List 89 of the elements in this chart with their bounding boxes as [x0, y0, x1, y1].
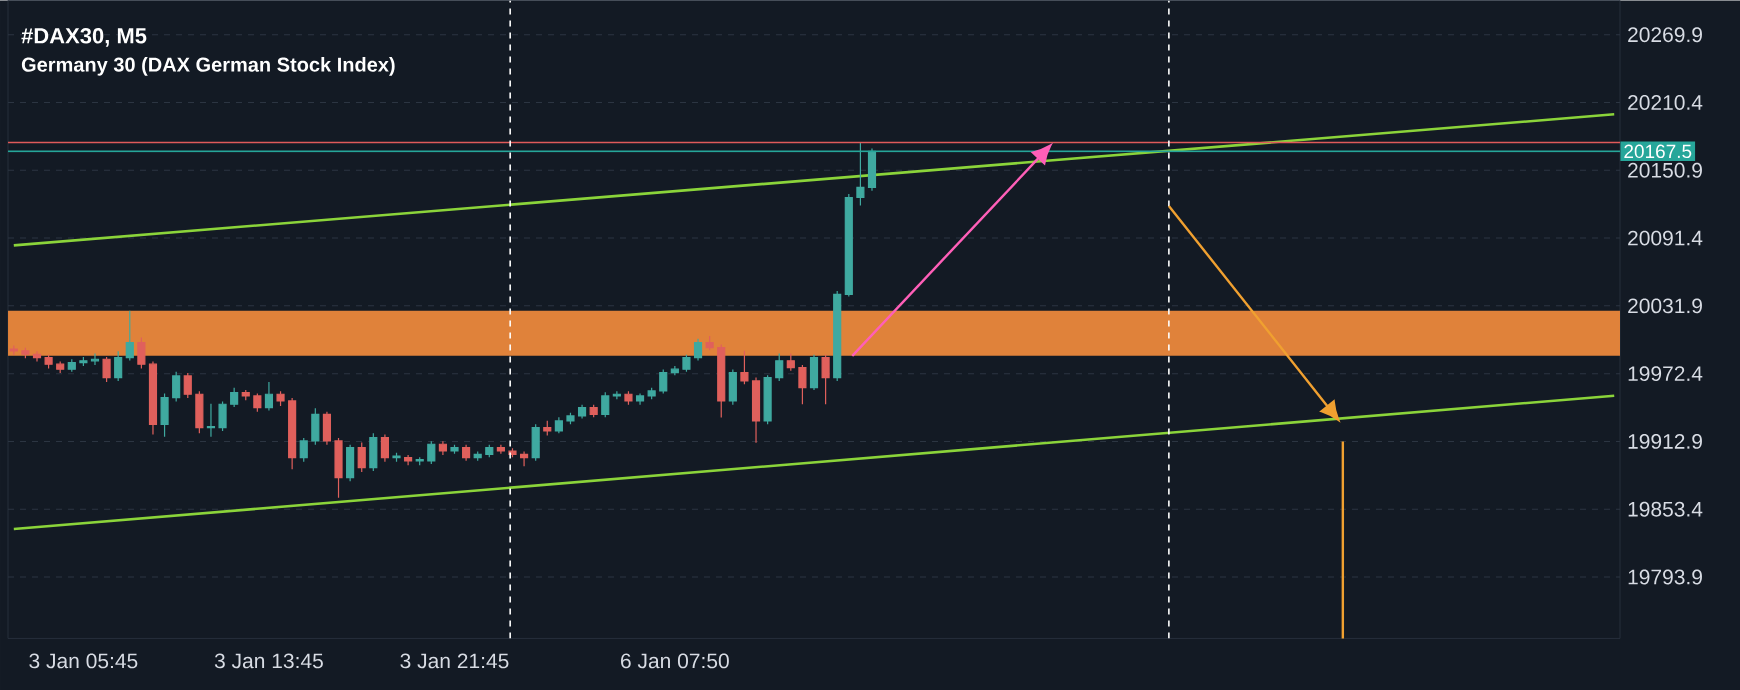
candlestick: [102, 356, 111, 383]
y-tick-label: 20150.9: [1628, 162, 1702, 178]
candlestick: [833, 290, 842, 382]
candlestick: [322, 410, 332, 446]
candlestick: [160, 392, 169, 438]
x-tick-label: 3 Jan 05:45: [29, 653, 138, 669]
candlestick: [172, 371, 181, 402]
candlestick: [543, 420, 552, 437]
candlestick: [438, 440, 447, 456]
x-tick-label: 3 Jan 21:45: [400, 653, 509, 669]
y-tick-label: 20269.9: [1628, 27, 1702, 42]
text: #DAX30, M5: [21, 27, 147, 47]
candlestick: [125, 310, 134, 361]
candlestick: [763, 374, 772, 425]
candlestick: [334, 437, 343, 499]
candlestick: [659, 368, 668, 394]
candlestick: [462, 443, 471, 462]
candlestick: [693, 337, 703, 361]
candlestick: [728, 368, 737, 406]
candlestick: [531, 423, 540, 462]
candlestick: [496, 443, 505, 455]
candlestick: [90, 352, 100, 366]
candlestick: [230, 386, 239, 408]
candlestick: [809, 353, 819, 391]
x-tick-label: 3 Jan 13:45: [214, 653, 323, 669]
ref-line-label: 20167.5: [1624, 144, 1692, 158]
candlestick: [717, 343, 726, 419]
candlestick: [299, 437, 308, 463]
candlestick: [288, 397, 297, 470]
candlestick: [56, 360, 65, 374]
candlestick: [67, 358, 76, 373]
candlestick: [206, 402, 216, 438]
candlestick: [647, 386, 656, 400]
candlestick: [450, 443, 459, 455]
y-tick-label: 19793.9: [1628, 569, 1702, 585]
candlestick: [751, 376, 761, 444]
candlestick: [380, 433, 389, 463]
candlestick: [195, 390, 204, 434]
candlestick: [114, 350, 123, 382]
candlestick: [137, 336, 146, 369]
candlestick: [427, 440, 436, 465]
y-tick-label: 19972.4: [1628, 366, 1703, 381]
candlestick: [589, 404, 598, 418]
candlestick: [346, 443, 355, 482]
candlestick: [856, 141, 865, 206]
candlestick: [577, 404, 587, 419]
candlestick: [218, 400, 227, 432]
candlestick: [821, 353, 830, 405]
candlestick: [635, 392, 645, 406]
candlestick: [44, 353, 53, 369]
candlestick: [566, 412, 575, 425]
candlestick: [612, 390, 621, 400]
candlestick: [798, 364, 807, 405]
candlestick: [357, 441, 366, 473]
candlestick: [253, 392, 262, 413]
candlestick: [844, 193, 853, 298]
candlestick: [264, 381, 274, 411]
candlestick: [276, 390, 285, 407]
candlestick: [775, 352, 784, 382]
candlestick: [786, 352, 795, 372]
candlestick: [183, 372, 192, 399]
candlestick: [9, 344, 18, 356]
candlestick: [740, 350, 749, 385]
y-tick-label: 20031.9: [1628, 298, 1702, 314]
candlestick: [705, 335, 714, 351]
candlestick: [21, 347, 30, 359]
text: Germany 30 (DAX German Stock Index): [21, 56, 395, 76]
candlestick: [554, 416, 563, 434]
candlestick: [79, 356, 88, 367]
candlestick: [404, 454, 413, 466]
candlestick: [32, 350, 42, 362]
candlestick: [867, 147, 877, 192]
candlestick: [369, 432, 378, 472]
candlestick: [682, 353, 691, 373]
candlestick: [392, 451, 401, 463]
x-tick-label: 6 Jan 07:50: [621, 653, 729, 669]
candlestick: [624, 390, 633, 406]
candlestick: [415, 456, 424, 466]
y-tick-label: 19912.9: [1628, 433, 1702, 449]
candlestick: [311, 407, 320, 446]
candlestick: [520, 450, 529, 467]
y-tick-label: 19853.4: [1628, 501, 1703, 517]
candlestick: [148, 360, 158, 435]
y-tick-label: 20210.4: [1628, 94, 1703, 110]
candlestick: [485, 443, 494, 458]
y-tick-label: 20091.4: [1628, 230, 1703, 246]
candlestick: [241, 389, 250, 401]
candlestick: [601, 391, 610, 418]
candlestick: [508, 447, 517, 458]
